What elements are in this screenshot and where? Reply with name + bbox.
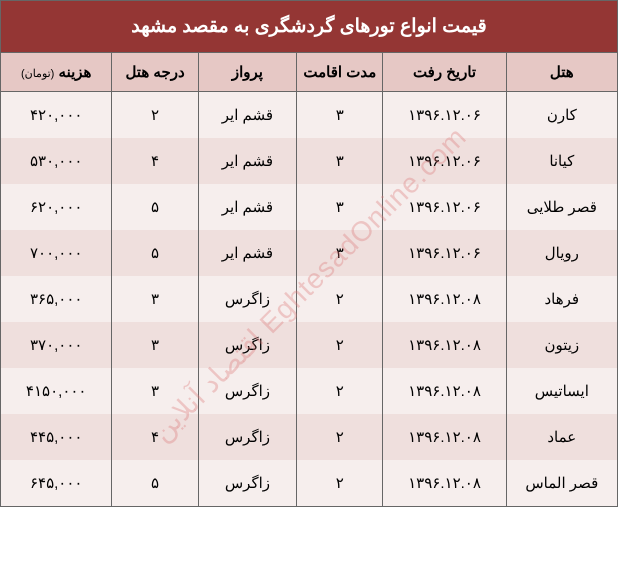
table-row: زیتون ۱۳۹۶.۱۲.۰۸ ۲ زاگرس ۳ ۳۷۰,۰۰۰ — [1, 322, 617, 368]
cell-hotel: ایساتیس — [506, 368, 617, 414]
cell-flight: قشم ایر — [198, 92, 297, 139]
cell-flight: قشم ایر — [198, 184, 297, 230]
cell-cost: ۳۷۰,۰۰۰ — [1, 322, 112, 368]
cell-flight: زاگرس — [198, 322, 297, 368]
column-label: تاریخ رفت — [413, 64, 476, 81]
column-header-grade: درجه هتل — [112, 53, 198, 92]
cell-hotel: عماد — [506, 414, 617, 460]
price-table-container: قیمت انواع تورهای گردشگری به مقصد مشهد ه… — [0, 0, 618, 507]
table-row: کیانا ۱۳۹۶.۱۲.۰۶ ۳ قشم ایر ۴ ۵۳۰,۰۰۰ — [1, 138, 617, 184]
column-header-hotel: هتل — [506, 53, 617, 92]
column-label: هتل — [550, 64, 574, 81]
cell-duration: ۳ — [297, 184, 383, 230]
tour-price-table: هتل تاریخ رفت مدت اقامت پرواز درجه هتل ه… — [1, 53, 617, 506]
column-sublabel: (تومان) — [21, 68, 54, 80]
cell-date: ۱۳۹۶.۱۲.۰۶ — [383, 92, 506, 139]
column-label: پرواز — [232, 64, 263, 81]
cell-cost: ۷۰۰,۰۰۰ — [1, 230, 112, 276]
cell-duration: ۲ — [297, 414, 383, 460]
cell-date: ۱۳۹۶.۱۲.۰۸ — [383, 322, 506, 368]
cell-hotel: قصر طلایی — [506, 184, 617, 230]
cell-date: ۱۳۹۶.۱۲.۰۸ — [383, 368, 506, 414]
cell-date: ۱۳۹۶.۱۲.۰۶ — [383, 138, 506, 184]
cell-hotel: کیانا — [506, 138, 617, 184]
cell-cost: ۵۳۰,۰۰۰ — [1, 138, 112, 184]
cell-duration: ۲ — [297, 322, 383, 368]
cell-date: ۱۳۹۶.۱۲.۰۶ — [383, 230, 506, 276]
cell-duration: ۳ — [297, 92, 383, 139]
cell-hotel: زیتون — [506, 322, 617, 368]
cell-grade: ۵ — [112, 460, 198, 506]
cell-cost: ۶۴۵,۰۰۰ — [1, 460, 112, 506]
cell-duration: ۳ — [297, 230, 383, 276]
cell-grade: ۵ — [112, 230, 198, 276]
column-label: هزینه — [59, 64, 92, 81]
cell-hotel: فرهاد — [506, 276, 617, 322]
cell-cost: ۴۲۰,۰۰۰ — [1, 92, 112, 139]
table-row: قصر الماس ۱۳۹۶.۱۲.۰۸ ۲ زاگرس ۵ ۶۴۵,۰۰۰ — [1, 460, 617, 506]
cell-date: ۱۳۹۶.۱۲.۰۸ — [383, 276, 506, 322]
cell-cost: ۴۱۵۰,۰۰۰ — [1, 368, 112, 414]
cell-grade: ۴ — [112, 138, 198, 184]
cell-duration: ۲ — [297, 460, 383, 506]
table-row: فرهاد ۱۳۹۶.۱۲.۰۸ ۲ زاگرس ۳ ۳۶۵,۰۰۰ — [1, 276, 617, 322]
cell-flight: قشم ایر — [198, 230, 297, 276]
cell-cost: ۳۶۵,۰۰۰ — [1, 276, 112, 322]
column-label: مدت اقامت — [303, 64, 376, 81]
column-header-date: تاریخ رفت — [383, 53, 506, 92]
cell-flight: زاگرس — [198, 276, 297, 322]
cell-grade: ۴ — [112, 414, 198, 460]
cell-flight: زاگرس — [198, 460, 297, 506]
column-header-flight: پرواز — [198, 53, 297, 92]
column-label: درجه هتل — [125, 64, 184, 81]
cell-date: ۱۳۹۶.۱۲.۰۶ — [383, 184, 506, 230]
cell-hotel: کارن — [506, 92, 617, 139]
table-row: قصر طلایی ۱۳۹۶.۱۲.۰۶ ۳ قشم ایر ۵ ۶۲۰,۰۰۰ — [1, 184, 617, 230]
cell-duration: ۳ — [297, 138, 383, 184]
cell-date: ۱۳۹۶.۱۲.۰۸ — [383, 414, 506, 460]
cell-grade: ۲ — [112, 92, 198, 139]
cell-duration: ۲ — [297, 368, 383, 414]
cell-grade: ۳ — [112, 322, 198, 368]
cell-flight: قشم ایر — [198, 138, 297, 184]
table-header-row: هتل تاریخ رفت مدت اقامت پرواز درجه هتل ه… — [1, 53, 617, 92]
cell-cost: ۴۴۵,۰۰۰ — [1, 414, 112, 460]
cell-cost: ۶۲۰,۰۰۰ — [1, 184, 112, 230]
table-row: کارن ۱۳۹۶.۱۲.۰۶ ۳ قشم ایر ۲ ۴۲۰,۰۰۰ — [1, 92, 617, 139]
cell-date: ۱۳۹۶.۱۲.۰۸ — [383, 460, 506, 506]
table-title: قیمت انواع تورهای گردشگری به مقصد مشهد — [1, 1, 617, 53]
table-row: ایساتیس ۱۳۹۶.۱۲.۰۸ ۲ زاگرس ۳ ۴۱۵۰,۰۰۰ — [1, 368, 617, 414]
cell-duration: ۲ — [297, 276, 383, 322]
column-header-duration: مدت اقامت — [297, 53, 383, 92]
cell-hotel: رویال — [506, 230, 617, 276]
cell-grade: ۳ — [112, 276, 198, 322]
cell-flight: زاگرس — [198, 368, 297, 414]
table-row: عماد ۱۳۹۶.۱۲.۰۸ ۲ زاگرس ۴ ۴۴۵,۰۰۰ — [1, 414, 617, 460]
cell-hotel: قصر الماس — [506, 460, 617, 506]
table-row: رویال ۱۳۹۶.۱۲.۰۶ ۳ قشم ایر ۵ ۷۰۰,۰۰۰ — [1, 230, 617, 276]
cell-grade: ۳ — [112, 368, 198, 414]
cell-flight: زاگرس — [198, 414, 297, 460]
cell-grade: ۵ — [112, 184, 198, 230]
table-body: کارن ۱۳۹۶.۱۲.۰۶ ۳ قشم ایر ۲ ۴۲۰,۰۰۰ کیان… — [1, 92, 617, 507]
column-header-cost: هزینه (تومان) — [1, 53, 112, 92]
